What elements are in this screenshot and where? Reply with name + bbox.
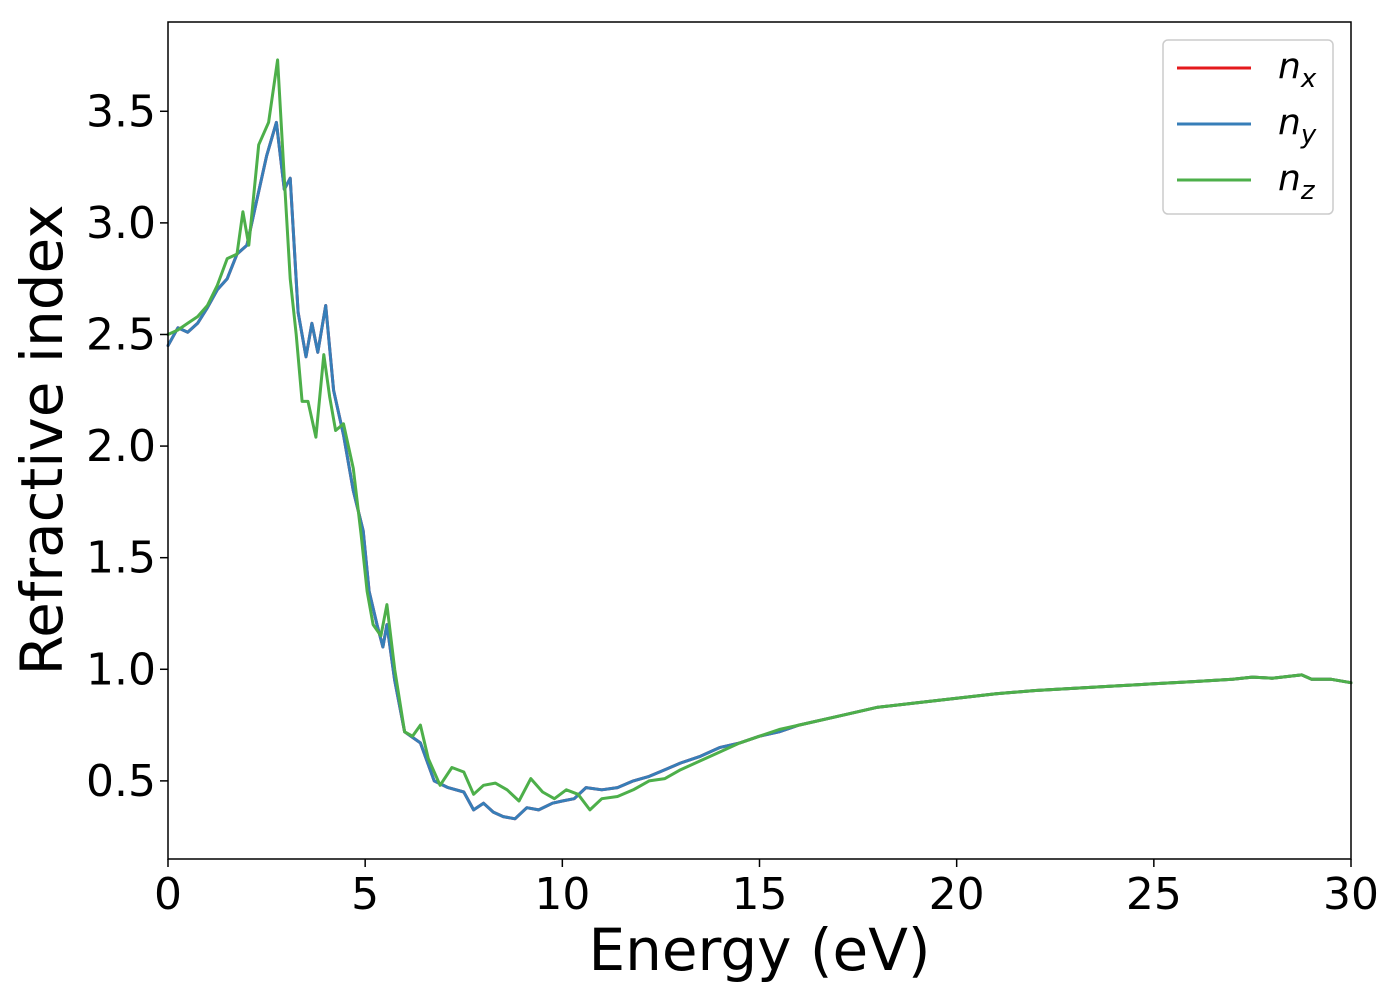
legend: nx ny nz — [1162, 39, 1334, 215]
x-tick-label: 5 — [351, 869, 379, 920]
x-axis-ticks: 0 5 10 15 20 25 30 — [154, 859, 1379, 920]
y-tick-label: 2.0 — [86, 421, 156, 472]
y-tick-label: 1.5 — [86, 533, 156, 584]
x-tick-label: 30 — [1323, 869, 1379, 920]
y-tick-label: 2.5 — [86, 309, 156, 360]
y-axis-ticks: 0.5 1.0 1.5 2.0 2.5 3.0 3.5 — [86, 86, 168, 807]
series-line-n-z — [166, 58, 1353, 812]
x-axis-label: Energy (eV) — [588, 916, 930, 984]
x-tick-label: 0 — [154, 869, 182, 920]
y-axis-label: Refractive index — [8, 204, 76, 675]
legend-box — [1162, 39, 1334, 215]
x-tick-label: 15 — [732, 869, 788, 920]
y-tick-label: 3.5 — [86, 86, 156, 137]
x-tick-label: 10 — [534, 869, 590, 920]
x-tick-label: 25 — [1126, 869, 1182, 920]
y-tick-label: 0.5 — [86, 756, 156, 807]
legend-items: nx ny nz — [1177, 46, 1317, 206]
series-layer — [166, 58, 1353, 821]
y-tick-label: 1.0 — [86, 644, 156, 695]
legend-label-n-y: ny — [1278, 102, 1317, 150]
legend-label-n-z: nz — [1278, 158, 1316, 206]
y-tick-label: 3.0 — [86, 198, 156, 249]
x-tick-label: 20 — [929, 869, 985, 920]
legend-label-n-x: nx — [1278, 46, 1317, 94]
